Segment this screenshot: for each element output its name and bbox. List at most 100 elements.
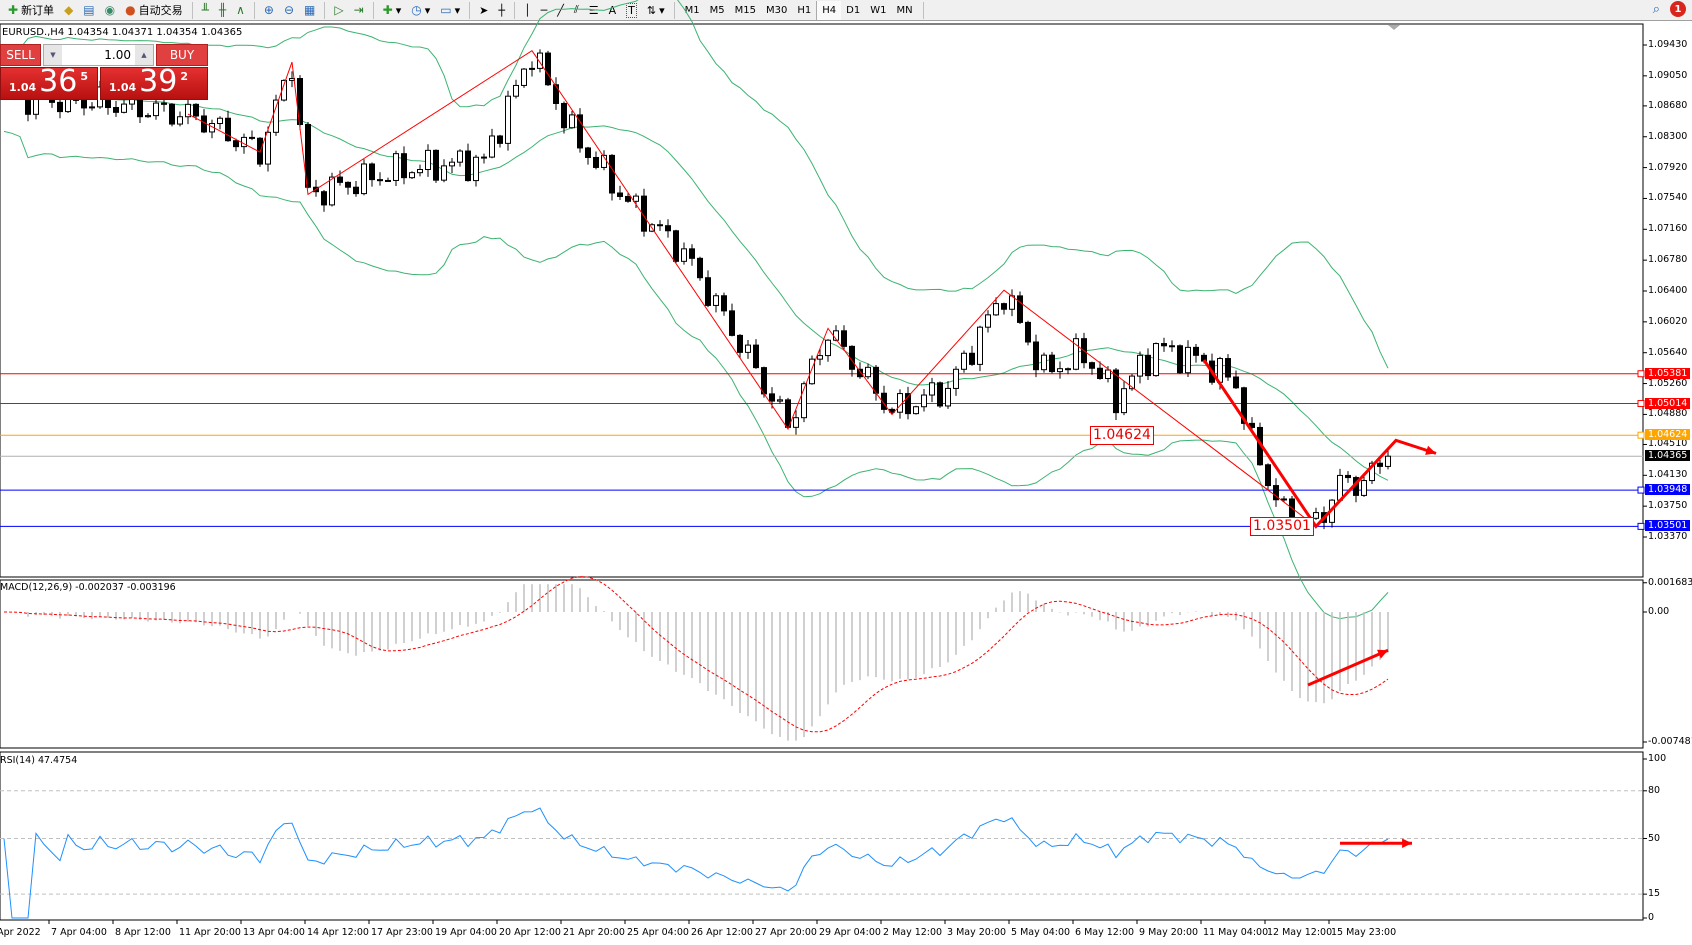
- candle-body: [657, 224, 663, 227]
- line-chart-button[interactable]: ∧: [232, 1, 249, 20]
- periods-button[interactable]: ◷ ▾: [411, 3, 431, 17]
- time-axis-label: 27 Apr 20:00: [755, 927, 817, 938]
- candle-body: [233, 140, 239, 148]
- candlestick-button[interactable]: ╫: [215, 1, 230, 20]
- indicators-button[interactable]: ✚ ▾: [382, 3, 402, 17]
- candle-body: [785, 399, 791, 428]
- lot-size-field[interactable]: ▼ 1.00 ▲: [43, 44, 154, 66]
- candle-body: [689, 248, 695, 259]
- separator: [324, 1, 326, 19]
- buy-button[interactable]: BUY: [156, 44, 208, 66]
- price-axis-label: 1.03750: [1648, 500, 1688, 512]
- time-axis-label: 13 Apr 04:00: [243, 927, 305, 938]
- candle-body: [57, 101, 63, 113]
- rsi-pane-border: [0, 751, 1644, 921]
- auto-trading-button[interactable]: ● 自动交易: [125, 3, 183, 17]
- candle-body: [1281, 498, 1287, 501]
- search-icon[interactable]: ⌕: [1652, 1, 1660, 17]
- candle-body: [641, 195, 647, 232]
- candle-body: [529, 67, 535, 70]
- price-axis-label: 1.08300: [1648, 130, 1688, 142]
- candle-body: [457, 150, 463, 163]
- fibonacci-channel-button[interactable]: ⫽: [570, 1, 583, 20]
- lot-value[interactable]: 1.00: [104, 48, 131, 62]
- timeframe-m5[interactable]: M5: [709, 4, 725, 16]
- price-text-label[interactable]: 1.04624: [1090, 426, 1154, 446]
- candle-body: [857, 368, 863, 378]
- sell-button[interactable]: SELL: [0, 44, 41, 66]
- rsi-axis-label: 50: [1648, 832, 1661, 844]
- trendline-button[interactable]: ╱: [553, 1, 568, 20]
- price-line-label: 1.04365: [1645, 450, 1691, 462]
- candle-body: [1313, 512, 1319, 519]
- bollinger-middle: [3, 90, 1389, 481]
- text-label-button[interactable]: T: [622, 1, 641, 20]
- timeframe-h4[interactable]: H4: [816, 0, 842, 20]
- chart-shift-marker: [1388, 25, 1400, 30]
- time-axis-label: 6 May 12:00: [1075, 927, 1135, 938]
- macd-signal-line: [3, 576, 1389, 733]
- crosshair-button[interactable]: ┼: [494, 1, 509, 20]
- lot-increase-button[interactable]: ▲: [135, 45, 153, 65]
- sell-price-button[interactable]: 1.04 36 5: [0, 67, 98, 100]
- candle-body: [1153, 343, 1159, 377]
- metaeditor-button[interactable]: ◆: [60, 1, 77, 20]
- text-button[interactable]: A: [605, 1, 621, 20]
- candlestick-icon: ╫: [218, 3, 227, 17]
- candle-body: [745, 344, 751, 353]
- macd-arrow-head: [1377, 649, 1388, 659]
- candle-body: [1097, 367, 1103, 379]
- bollinger-lower: [3, 130, 1389, 620]
- vertical-line-button[interactable]: │: [520, 1, 535, 20]
- timeframe-w1[interactable]: W1: [870, 4, 887, 16]
- cursor-button[interactable]: ➤: [475, 1, 492, 20]
- candle-body: [865, 366, 871, 378]
- notification-badge[interactable]: 1: [1670, 1, 1686, 17]
- candle-body: [329, 176, 335, 206]
- timeframe-mn[interactable]: MN: [896, 4, 913, 16]
- time-axis-label: 3 May 20:00: [947, 927, 1007, 938]
- candle-body: [89, 106, 95, 109]
- candle-body: [1089, 362, 1095, 369]
- cursor-icon: ➤: [479, 3, 489, 17]
- bar-chart-button[interactable]: ╨: [198, 1, 213, 20]
- toolbar: ✚ 新订单 ◆ ▤ ◉ ● 自动交易 ╨ ╫ ∧ ⊕ ⊖ ▦ ▷ ⇥ ✚ ▾ ◷ ▾ ▭…: [0, 0, 1692, 21]
- chart-shift-button[interactable]: ⇥: [350, 1, 368, 20]
- arrows-button[interactable]: ⇅ ▾: [646, 3, 665, 17]
- timeframe-d1[interactable]: D1: [846, 4, 861, 16]
- timeframe-m15[interactable]: M15: [734, 4, 756, 16]
- candle-body: [217, 117, 223, 125]
- candle-body: [409, 172, 415, 179]
- candle-body: [1025, 321, 1031, 343]
- lot-decrease-button[interactable]: ▼: [44, 45, 62, 65]
- candle-body: [401, 153, 407, 179]
- candle-body: [81, 99, 87, 109]
- tile-windows-button[interactable]: ▦: [300, 1, 319, 20]
- price-axis-label: 1.06780: [1648, 254, 1688, 266]
- zoom-in-button[interactable]: ⊕: [260, 1, 278, 20]
- candle-body: [321, 191, 327, 206]
- buy-price-button[interactable]: 1.04 39 2: [100, 67, 208, 100]
- navigator-button[interactable]: ▤: [79, 1, 98, 20]
- candle-body: [1121, 388, 1127, 414]
- horizontal-line-button[interactable]: ─: [537, 1, 552, 20]
- macd-axis-label: -0.007481: [1648, 735, 1692, 747]
- timeframe-h1[interactable]: H1: [797, 4, 812, 16]
- templates-button[interactable]: ▭ ▾: [440, 3, 461, 17]
- timeframe-m1[interactable]: M1: [684, 4, 700, 16]
- timeframe-m30[interactable]: M30: [766, 4, 788, 16]
- zoom-out-button[interactable]: ⊖: [280, 1, 298, 20]
- signal-button[interactable]: ◉: [101, 1, 119, 20]
- price-text-label[interactable]: 1.03501: [1250, 517, 1314, 537]
- candle-body: [801, 383, 807, 419]
- auto-scroll-button[interactable]: ▷: [330, 1, 347, 20]
- candle-body: [953, 368, 959, 389]
- candle-body: [545, 52, 551, 86]
- candle-body: [705, 277, 711, 306]
- horizontal-line-icon: ─: [540, 3, 548, 17]
- candle-body: [433, 149, 439, 181]
- candle-body: [161, 102, 167, 105]
- candle-body: [1033, 341, 1039, 371]
- new-order-button[interactable]: ✚ 新订单: [8, 3, 55, 17]
